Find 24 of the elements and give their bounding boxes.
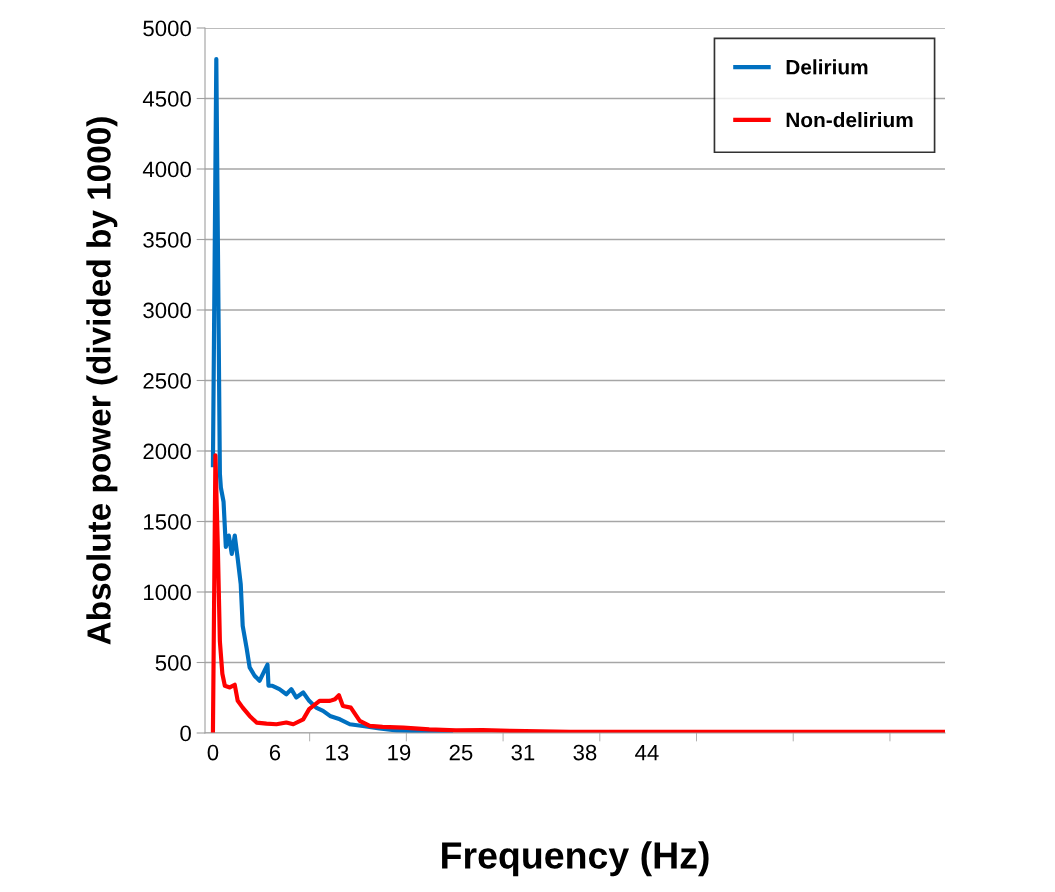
y-tick-label: 3500	[143, 232, 191, 248]
y-tick-label: 5000	[143, 20, 191, 37]
y-tick-label: 1000	[144, 584, 191, 601]
y-tick-label: 3000	[143, 302, 191, 319]
x-tick-label: 25	[449, 744, 473, 761]
legend-label: Delirium	[786, 59, 868, 75]
y-tick-label: 2000	[143, 443, 191, 460]
x-tick-label: 6	[269, 744, 281, 761]
x-tick-label: 44	[635, 744, 659, 761]
y-tick-label: 2500	[143, 373, 191, 389]
y-tick-label: 1500	[144, 514, 191, 530]
legend-label: Non-delirium	[786, 112, 913, 128]
x-tick-label: 19	[388, 744, 411, 761]
y-tick-label: 0	[180, 725, 191, 742]
y-tick-label: 4500	[142, 91, 191, 107]
x-tick-label: 38	[573, 744, 597, 761]
y-axis-title: Absolute power (divided by 1000)	[86, 117, 118, 645]
y-tick-label: 4000	[142, 161, 191, 178]
x-tick-label: 31	[511, 744, 535, 761]
line-series	[210, 453, 945, 733]
y-tick-label: 500	[155, 655, 191, 671]
x-tick-label: 13	[326, 744, 349, 761]
x-axis-title: Frequency (Hz)	[442, 841, 709, 877]
x-tick-label: 0	[207, 744, 219, 761]
